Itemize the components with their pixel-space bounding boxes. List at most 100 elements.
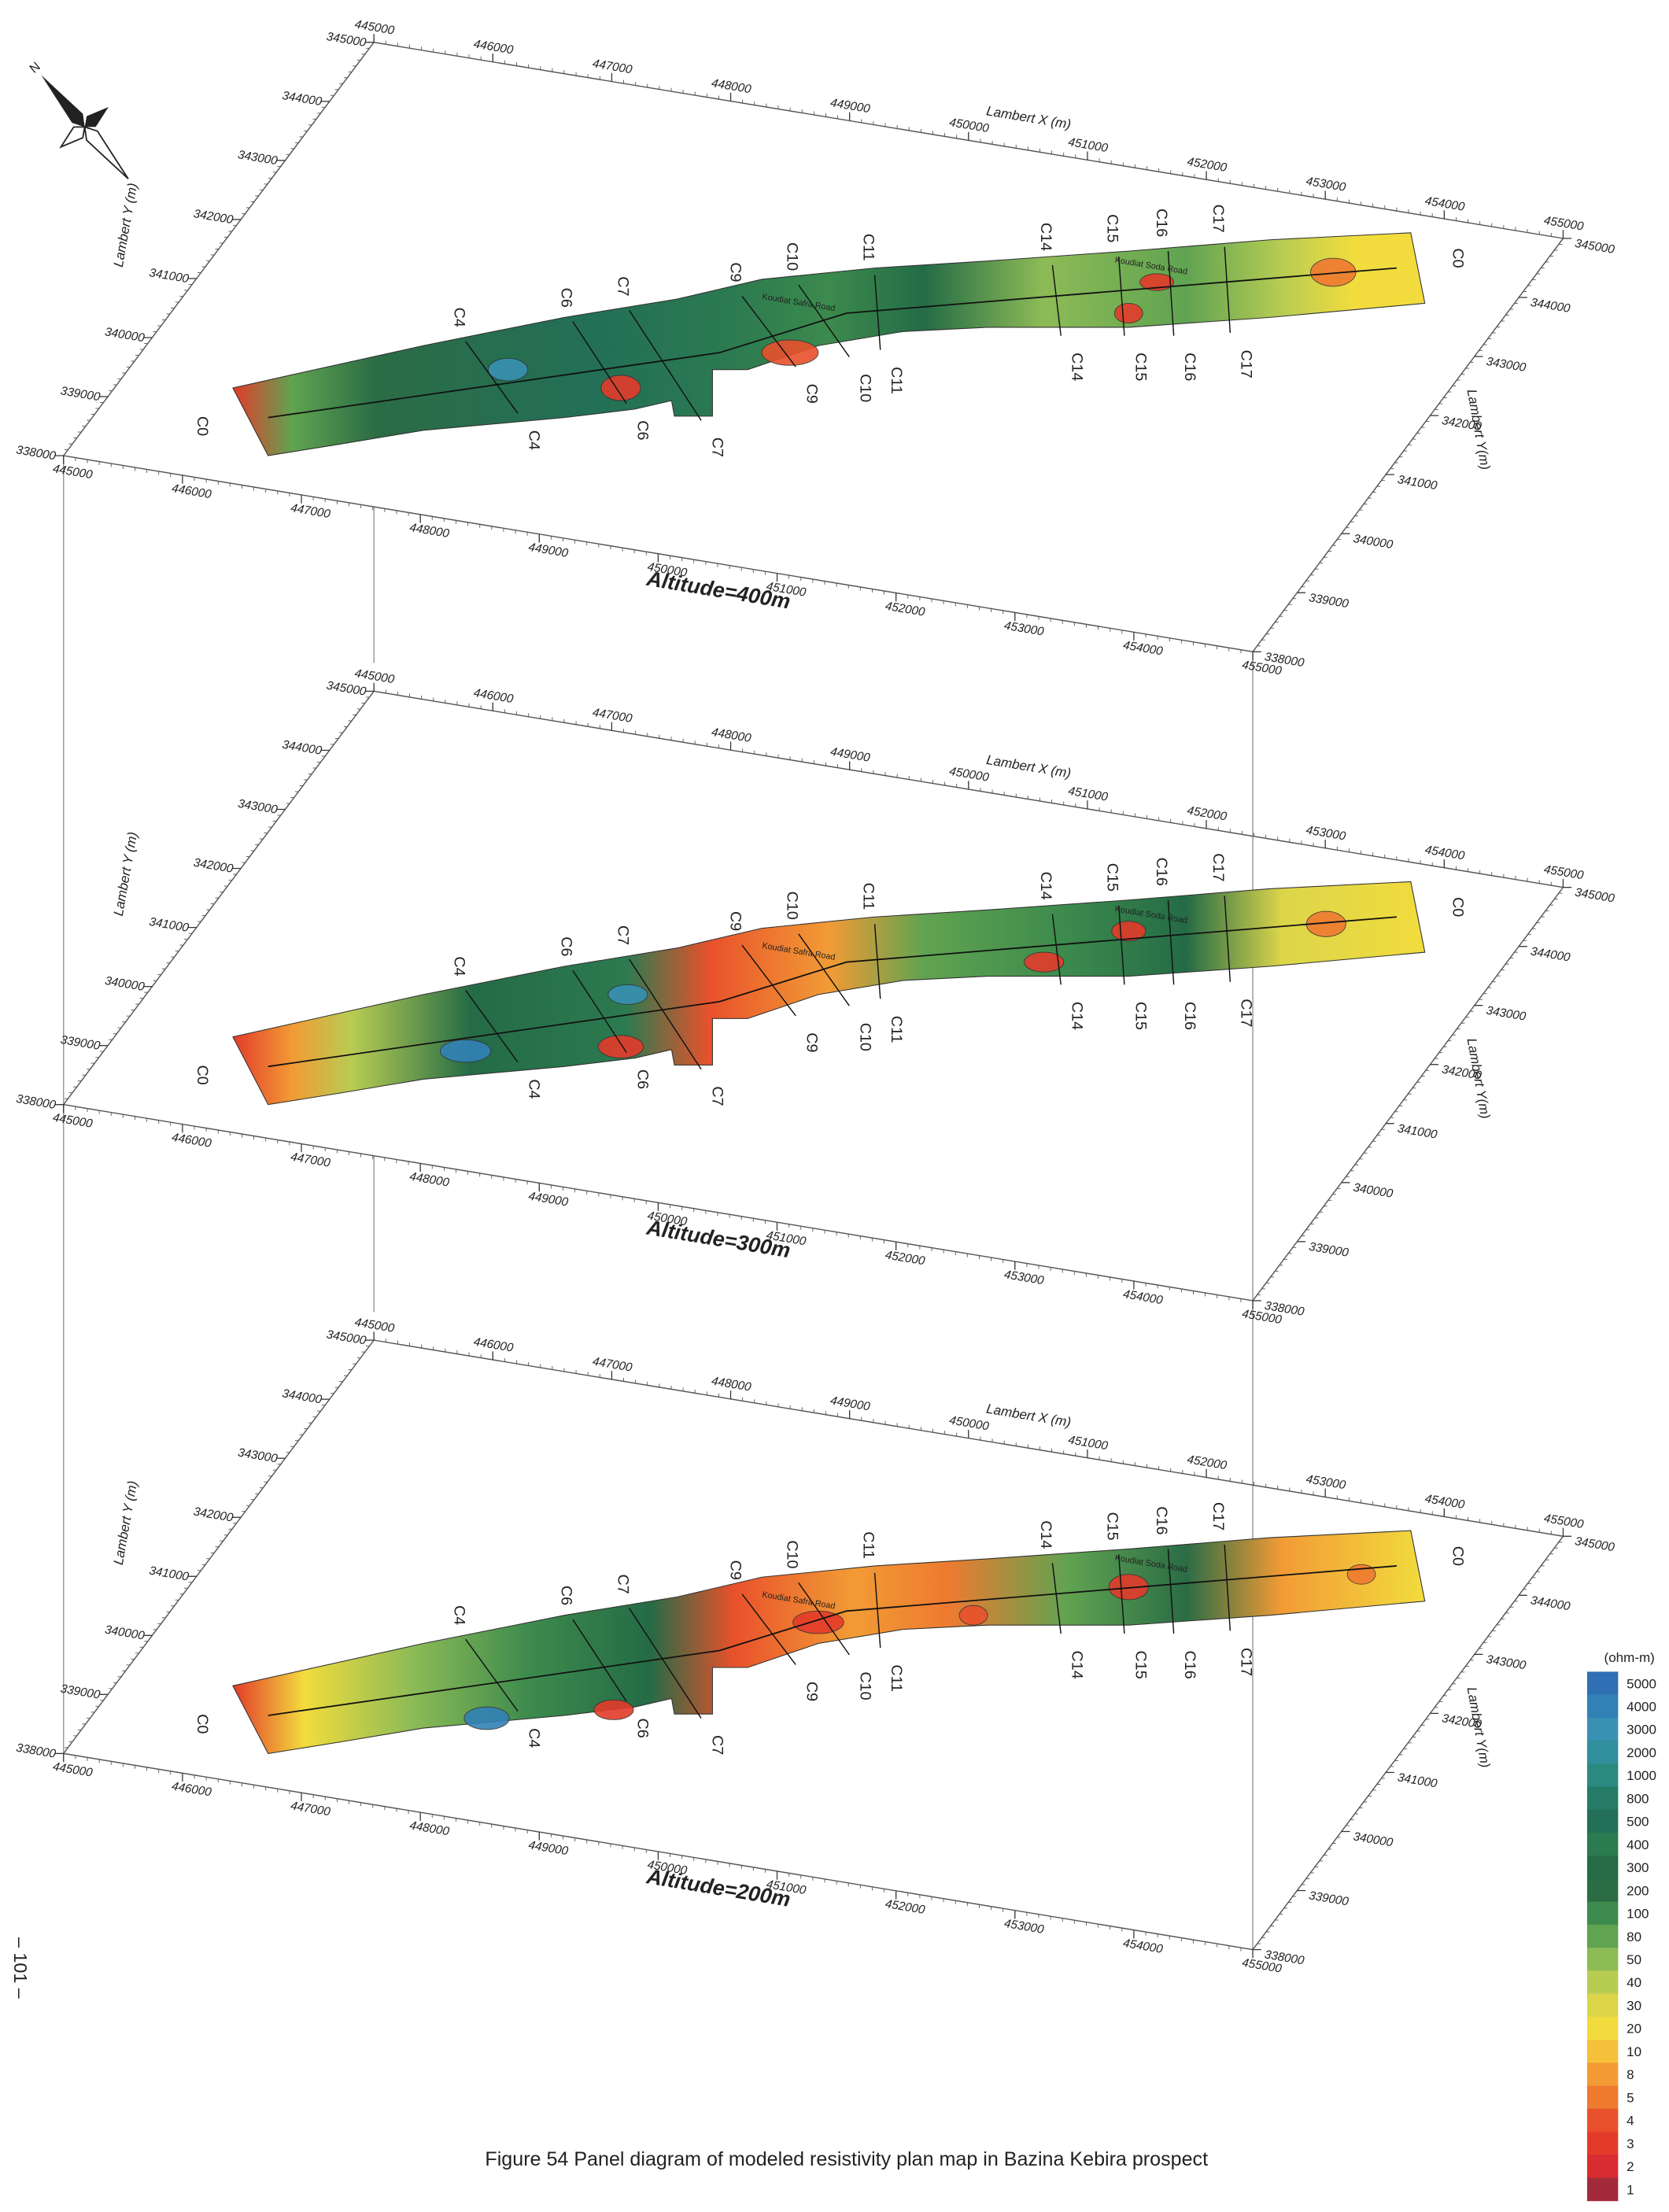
x-axis-label: Lambert X (m) xyxy=(985,752,1072,781)
legend-swatch xyxy=(1587,2155,1618,2178)
profile-label: C6 xyxy=(633,1719,651,1738)
profile-label: C11 xyxy=(888,1016,905,1043)
y-tick-label: 339000 xyxy=(60,1033,102,1053)
x-tick-label: 452000 xyxy=(1186,155,1228,175)
x-tick-label: 452000 xyxy=(1186,804,1228,824)
y-tick-label: 341000 xyxy=(148,1564,190,1584)
x-tick-label: 448000 xyxy=(711,76,752,96)
profile-label: C9 xyxy=(803,1032,821,1052)
y-tick-label: 340000 xyxy=(1352,1830,1394,1849)
x-tick-label: 453000 xyxy=(1003,1268,1045,1287)
x-tick-label: 455000 xyxy=(1543,1512,1585,1531)
profile-label: C11 xyxy=(859,883,877,910)
resistivity-map xyxy=(233,881,1425,1104)
y-tick-label: 343000 xyxy=(1485,1004,1527,1024)
legend-swatch xyxy=(1587,1671,1618,1695)
x-tick-label: 446000 xyxy=(171,1131,212,1150)
legend-label: 5 xyxy=(1627,2090,1634,2105)
profile-label: C9 xyxy=(803,384,821,404)
y-tick-label: 345000 xyxy=(1574,1534,1615,1554)
profile-label: C11 xyxy=(888,367,905,394)
y-axis-label: Lambert Y (m) xyxy=(111,182,140,268)
x-tick-label: 447000 xyxy=(592,57,633,76)
y-tick-label: 340000 xyxy=(104,325,146,345)
x-tick-label: 453000 xyxy=(1305,1472,1346,1492)
legend-label: 10 xyxy=(1627,2044,1641,2059)
legend-label: 30 xyxy=(1627,1998,1641,2013)
profile-label: C10 xyxy=(783,242,800,271)
legend-label: 100 xyxy=(1627,1907,1649,1922)
x-axis-label: Lambert X (m) xyxy=(985,1401,1072,1430)
x-tick-label: 449000 xyxy=(829,96,871,116)
y-tick-label: 342000 xyxy=(193,856,234,876)
legend-label: 50 xyxy=(1627,1952,1641,1967)
legend-swatch xyxy=(1587,2017,1618,2040)
x-tick-label: 448000 xyxy=(711,1375,752,1394)
legend-swatch xyxy=(1587,2132,1618,2155)
svg-text:N: N xyxy=(27,59,42,76)
y-tick-label: 340000 xyxy=(104,974,146,994)
resistivity-map xyxy=(233,233,1425,456)
anomaly xyxy=(959,1605,988,1625)
profile-label: C9 xyxy=(727,1560,744,1580)
page: {"figure": {"caption": "Figure 54 Panel … xyxy=(0,0,1669,2212)
y-axis-label: Lambert Y (m) xyxy=(111,1479,140,1566)
y-tick-label: 345000 xyxy=(1574,237,1615,257)
y-tick-label: 343000 xyxy=(237,1446,279,1465)
legend-label: 800 xyxy=(1627,1791,1649,1806)
profile-label: C14 xyxy=(1069,1650,1086,1678)
x-tick-label: 451000 xyxy=(1067,135,1109,155)
x-tick-label: 454000 xyxy=(1424,843,1466,862)
legend-label: 80 xyxy=(1627,1929,1641,1944)
legend-label: 3 xyxy=(1627,2136,1634,2151)
x-tick-label: 448000 xyxy=(408,521,450,541)
legend-swatch xyxy=(1587,1763,1618,1787)
x-axis-label: Lambert X (m) xyxy=(985,103,1072,131)
x-tick-label: 451000 xyxy=(1067,1433,1109,1453)
profile-label: C16 xyxy=(1181,353,1198,381)
legend-swatch xyxy=(1587,1787,1618,1811)
x-tick-label: 446000 xyxy=(473,1335,515,1355)
y-tick-label: 341000 xyxy=(1397,473,1438,493)
x-tick-label: 454000 xyxy=(1122,1287,1164,1307)
x-tick-label: 451000 xyxy=(1067,785,1109,804)
caption: Figure 54 Panel diagram of modeled resis… xyxy=(485,2148,1208,2170)
resistivity-map xyxy=(233,1531,1425,1753)
profile-label: C6 xyxy=(558,936,575,956)
legend-swatch xyxy=(1587,1878,1618,1902)
profile-label: C14 xyxy=(1037,872,1054,900)
legend-swatch xyxy=(1587,1695,1618,1719)
page-number: – 101 – xyxy=(10,1937,31,1999)
legend-label: 4000 xyxy=(1627,1700,1656,1715)
y-tick-label: 339000 xyxy=(60,1682,102,1702)
legend-label: 20 xyxy=(1627,2022,1641,2037)
y-tick-label: 343000 xyxy=(1485,355,1527,375)
x-tick-label: 452000 xyxy=(1186,1453,1228,1472)
x-tick-label: 450000 xyxy=(948,1413,990,1433)
x-tick-label: 447000 xyxy=(290,1150,331,1170)
profile-label: C16 xyxy=(1153,209,1170,237)
y-tick-label: 340000 xyxy=(1352,1181,1394,1201)
x-tick-label: 453000 xyxy=(1305,175,1346,194)
legend-label: 500 xyxy=(1627,1815,1649,1830)
profile-label: C0 xyxy=(1449,1546,1467,1566)
y-tick-label: 342000 xyxy=(193,207,234,227)
y-tick-label: 340000 xyxy=(1352,532,1394,552)
x-tick-label: 448000 xyxy=(711,726,752,745)
x-tick-label: 446000 xyxy=(473,686,515,706)
profile-label: C10 xyxy=(783,892,800,920)
x-tick-label: 446000 xyxy=(171,1779,212,1799)
profile-label: C9 xyxy=(727,262,744,282)
y-tick-label: 344000 xyxy=(1530,945,1571,965)
profile-label: C4 xyxy=(525,1079,542,1099)
x-tick-label: 449000 xyxy=(829,1394,871,1413)
legend-swatch xyxy=(1587,2062,1618,2086)
y-tick-label: 343000 xyxy=(237,797,279,817)
north-arrow: N xyxy=(7,42,153,199)
y-tick-label: 338000 xyxy=(15,1741,57,1761)
legend-label: 3000 xyxy=(1627,1723,1656,1737)
x-tick-label: 447000 xyxy=(592,1355,633,1375)
profile-label: C15 xyxy=(1103,214,1121,242)
anomaly xyxy=(594,1700,633,1719)
profile-label: C17 xyxy=(1209,1502,1227,1531)
